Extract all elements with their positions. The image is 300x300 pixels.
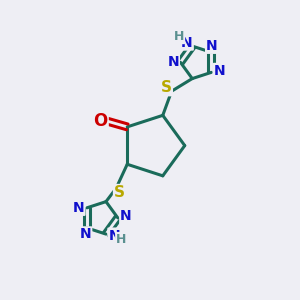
Text: N: N — [167, 55, 179, 69]
Text: H: H — [116, 233, 127, 246]
Text: H: H — [174, 30, 184, 43]
Text: S: S — [161, 80, 172, 95]
Text: N: N — [120, 209, 132, 224]
Text: N: N — [80, 227, 91, 242]
Text: N: N — [206, 39, 218, 53]
Text: O: O — [93, 112, 107, 130]
Text: S: S — [114, 185, 125, 200]
Text: N: N — [214, 64, 225, 78]
Text: N: N — [108, 229, 120, 243]
Text: N: N — [73, 201, 85, 215]
Text: N: N — [181, 36, 193, 50]
